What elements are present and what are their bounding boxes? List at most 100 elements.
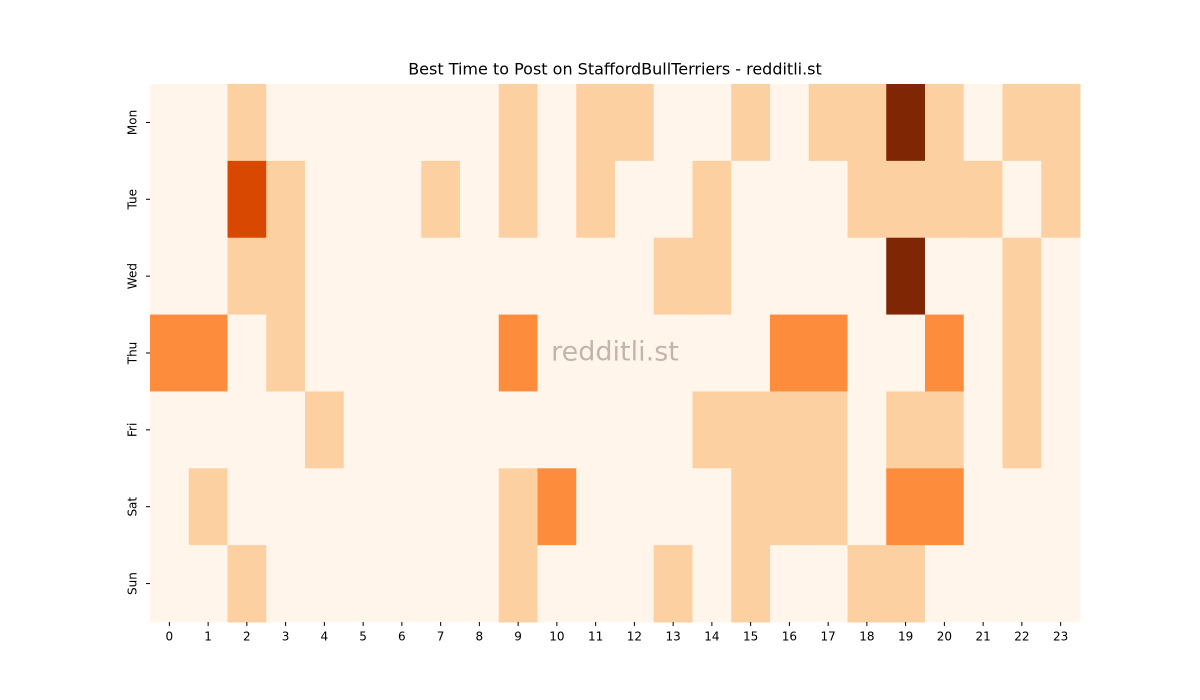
- heatmap-cell: [576, 160, 616, 239]
- heatmap-cell: [576, 84, 616, 162]
- heatmap-cell: [343, 84, 383, 162]
- heatmap-cell: [808, 237, 848, 316]
- heatmap-cell: [692, 84, 732, 162]
- heatmap-cell: [808, 314, 848, 392]
- x-tick-label: 11: [588, 630, 603, 644]
- heatmap-cell: [963, 314, 1003, 392]
- heatmap-cell: [305, 391, 345, 469]
- heatmap-cell: [653, 391, 693, 469]
- heatmap-cell: [731, 160, 771, 239]
- heatmap-cell: [343, 314, 383, 392]
- heatmap-cell: [266, 391, 306, 469]
- x-tick-label: 14: [704, 630, 719, 644]
- heatmap-cell: [615, 84, 655, 162]
- heatmap-cell: [537, 545, 577, 623]
- heatmap-cell: [343, 545, 383, 623]
- heatmap-cell: [925, 314, 965, 392]
- heatmap-cell: [460, 237, 500, 316]
- heatmap-cell: [886, 314, 926, 392]
- heatmap-cell: [576, 545, 616, 623]
- heatmap-cell: [963, 237, 1003, 316]
- heatmap-cell: [382, 468, 422, 546]
- heatmap-cell: [1002, 84, 1042, 162]
- heatmap-cell: [615, 468, 655, 546]
- heatmap-cell: [498, 237, 538, 316]
- heatmap-cell: [692, 237, 732, 316]
- x-tick-label: 23: [1053, 630, 1068, 644]
- heatmap-cell: [1041, 84, 1081, 162]
- heatmap-cell: [421, 468, 461, 546]
- heatmap-cell: [498, 545, 538, 623]
- heatmap-cell: [847, 84, 887, 162]
- heatmap-cell: [615, 391, 655, 469]
- x-tick-label: 20: [937, 630, 952, 644]
- heatmap-cell: [537, 314, 577, 392]
- heatmap-cell: [1002, 545, 1042, 623]
- heatmap-cell: [460, 84, 500, 162]
- heatmap-cell: [227, 160, 267, 239]
- heatmap-cell: [886, 160, 926, 239]
- chart-title: Best Time to Post on StaffordBullTerrier…: [408, 60, 822, 79]
- x-tick-label: 19: [898, 630, 913, 644]
- heatmap-cell: [498, 468, 538, 546]
- heatmap-cell: [576, 391, 616, 469]
- heatmap-cell: [808, 468, 848, 546]
- heatmap-cell: [615, 314, 655, 392]
- heatmap-cell: [731, 314, 771, 392]
- heatmap-cell: [460, 468, 500, 546]
- x-tick-label: 17: [820, 630, 835, 644]
- heatmap-cell: [886, 237, 926, 316]
- heatmap-cell: [382, 160, 422, 239]
- heatmap-cell: [498, 84, 538, 162]
- heatmap-cell: [886, 391, 926, 469]
- x-tick-label: 18: [859, 630, 874, 644]
- heatmap-cell: [963, 468, 1003, 546]
- heatmap-cell: [615, 545, 655, 623]
- heatmap-cell: [305, 84, 345, 162]
- y-tick-label: Fri: [126, 423, 140, 437]
- heatmap-cell: [808, 160, 848, 239]
- heatmap-cell: [886, 468, 926, 546]
- heatmap-cell: [731, 237, 771, 316]
- heatmap-cell: [770, 545, 810, 623]
- heatmap-cell: [305, 468, 345, 546]
- heatmap-cell: [305, 314, 345, 392]
- heatmap-cell: [537, 160, 577, 239]
- heatmap-cell: [460, 545, 500, 623]
- heatmap-cell: [537, 391, 577, 469]
- heatmap-cell: [343, 391, 383, 469]
- heatmap-cell: [808, 545, 848, 623]
- heatmap-cell: [692, 468, 732, 546]
- heatmap-cell: [460, 391, 500, 469]
- heatmap-cell: [227, 84, 267, 162]
- heatmap-cell: [615, 160, 655, 239]
- x-tick-label: 8: [476, 630, 484, 644]
- heatmap-cell: [847, 391, 887, 469]
- heatmap-cell: [808, 84, 848, 162]
- heatmap-cell: [305, 160, 345, 239]
- heatmap-cell: [266, 545, 306, 623]
- heatmap-cell: [731, 545, 771, 623]
- heatmap-cell: [963, 545, 1003, 623]
- x-tick-label: 2: [243, 630, 251, 644]
- heatmap-cell: [963, 391, 1003, 469]
- heatmap-cell: [1002, 391, 1042, 469]
- heatmap-cell: [1002, 468, 1042, 546]
- x-tick-label: 5: [359, 630, 367, 644]
- heatmap-cell: [421, 237, 461, 316]
- y-tick-label: Tue: [126, 189, 140, 211]
- heatmap-cell: [537, 468, 577, 546]
- heatmap-cell: [421, 314, 461, 392]
- heatmap-cell: [150, 468, 190, 546]
- x-tick-label: 22: [1014, 630, 1029, 644]
- heatmap-cell: [266, 314, 306, 392]
- heatmap-cell: [266, 237, 306, 316]
- heatmap-cell: [847, 160, 887, 239]
- x-tick-label: 21: [975, 630, 990, 644]
- y-tick-label: Sat: [126, 497, 140, 517]
- heatmap-cell: [692, 160, 732, 239]
- heatmap-cell: [653, 160, 693, 239]
- heatmap-cell: [653, 84, 693, 162]
- x-tick-label: 6: [398, 630, 406, 644]
